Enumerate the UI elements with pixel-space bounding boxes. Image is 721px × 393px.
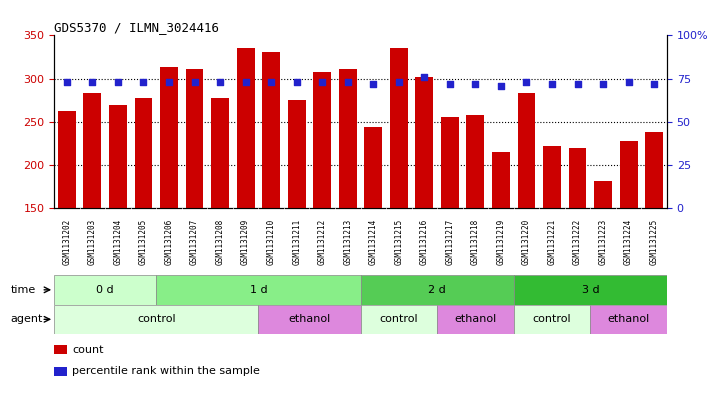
Text: control: control [137, 314, 175, 324]
Text: GSM1131202: GSM1131202 [62, 219, 71, 265]
Point [87, 79, 98, 85]
Text: GSM1131220: GSM1131220 [522, 219, 531, 265]
Text: GSM1131204: GSM1131204 [113, 219, 123, 265]
Text: count: count [72, 345, 104, 355]
Text: GSM1131223: GSM1131223 [598, 219, 608, 265]
Bar [590, 305, 667, 334]
Text: GSM1131222: GSM1131222 [573, 219, 582, 265]
Point [163, 79, 174, 85]
Bar [84, 93, 102, 208]
Text: GSM1131210: GSM1131210 [267, 219, 275, 265]
Bar [258, 305, 360, 334]
Text: 3 d: 3 d [582, 285, 599, 295]
Point [469, 81, 481, 87]
Text: GSM1131213: GSM1131213 [343, 219, 353, 265]
Point [189, 79, 200, 85]
Point [342, 79, 353, 85]
Text: ethanol: ethanol [454, 314, 497, 324]
Point [597, 81, 609, 87]
Text: 2 d: 2 d [428, 285, 446, 295]
Text: GSM1131211: GSM1131211 [292, 219, 301, 265]
Point [623, 79, 634, 85]
Point [648, 81, 660, 87]
Bar [211, 99, 229, 208]
Text: GSM1131218: GSM1131218 [471, 219, 480, 265]
Bar [262, 52, 280, 208]
Bar [54, 305, 258, 334]
Bar [513, 305, 590, 334]
Point [112, 79, 124, 85]
Text: control: control [379, 314, 418, 324]
Bar [156, 275, 360, 305]
Text: GSM1131219: GSM1131219 [497, 219, 505, 265]
Text: time: time [11, 285, 36, 295]
Point [572, 81, 583, 87]
Point [317, 79, 328, 85]
Bar [236, 48, 255, 208]
Point [265, 79, 277, 85]
Point [521, 79, 532, 85]
Text: GSM1131206: GSM1131206 [164, 219, 174, 265]
Text: 0 d: 0 d [97, 285, 114, 295]
Bar [360, 275, 513, 305]
Bar [364, 127, 382, 208]
Text: GSM1131217: GSM1131217 [446, 219, 454, 265]
Point [291, 79, 302, 85]
Text: GSM1131208: GSM1131208 [216, 219, 224, 265]
Bar [160, 67, 178, 208]
Text: GSM1131224: GSM1131224 [624, 219, 633, 265]
Text: GSM1131215: GSM1131215 [394, 219, 403, 265]
Text: GSM1131221: GSM1131221 [547, 219, 557, 265]
Bar [360, 305, 437, 334]
Bar [645, 132, 663, 208]
Text: agent: agent [11, 314, 43, 324]
Bar [185, 69, 203, 208]
Text: ethanol: ethanol [288, 314, 330, 324]
Text: control: control [533, 314, 571, 324]
Point [61, 79, 73, 85]
Bar [109, 105, 127, 208]
Bar [437, 305, 513, 334]
Point [138, 79, 149, 85]
Point [444, 81, 456, 87]
Text: GDS5370 / ILMN_3024416: GDS5370 / ILMN_3024416 [54, 21, 219, 34]
Point [214, 79, 226, 85]
Text: GSM1131216: GSM1131216 [420, 219, 429, 265]
Bar [288, 100, 306, 208]
Text: percentile rank within the sample: percentile rank within the sample [72, 366, 260, 376]
Text: GSM1131214: GSM1131214 [368, 219, 378, 265]
Bar [415, 77, 433, 208]
Text: GSM1131225: GSM1131225 [650, 219, 659, 265]
Bar [58, 112, 76, 208]
Bar [492, 152, 510, 208]
Text: GSM1131207: GSM1131207 [190, 219, 199, 265]
Bar [513, 275, 667, 305]
Text: GSM1131212: GSM1131212 [318, 219, 327, 265]
Bar [441, 117, 459, 208]
Text: GSM1131209: GSM1131209 [241, 219, 250, 265]
Bar [339, 69, 357, 208]
Text: ethanol: ethanol [608, 314, 650, 324]
Point [240, 79, 252, 85]
Bar [518, 93, 536, 208]
Bar [594, 181, 612, 208]
Point [419, 74, 430, 80]
Text: 1 d: 1 d [249, 285, 267, 295]
Bar [390, 48, 408, 208]
Bar [543, 146, 561, 208]
Bar [466, 115, 485, 208]
Bar [135, 99, 152, 208]
Bar [313, 72, 331, 208]
Bar [569, 148, 586, 208]
Text: GSM1131203: GSM1131203 [88, 219, 97, 265]
Bar [619, 141, 637, 208]
Text: GSM1131205: GSM1131205 [139, 219, 148, 265]
Point [495, 83, 507, 89]
Point [393, 79, 404, 85]
Bar [54, 275, 156, 305]
Point [547, 81, 558, 87]
Point [368, 81, 379, 87]
